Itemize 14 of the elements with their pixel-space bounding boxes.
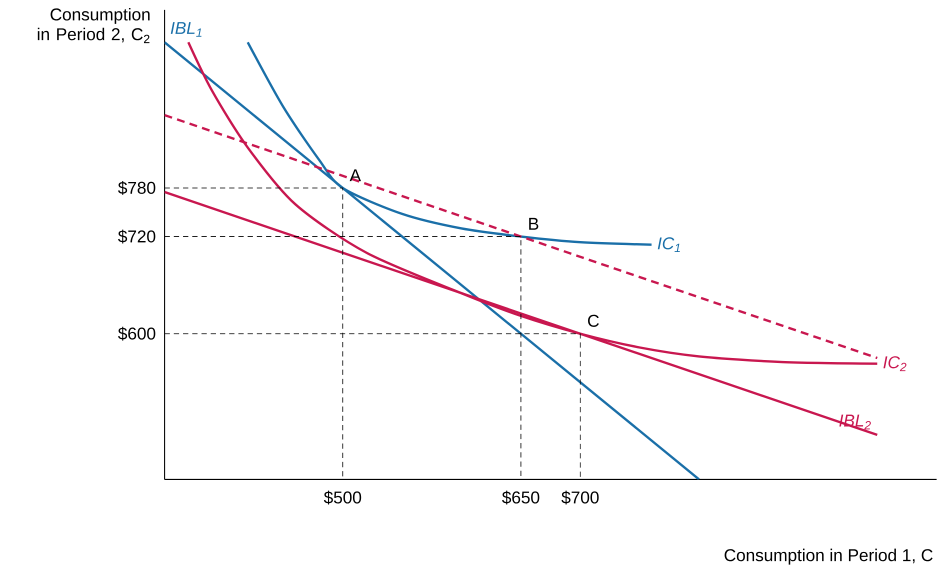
- y-tick-label: $720: [118, 229, 156, 244]
- x-tick-label: $650: [502, 490, 540, 504]
- annotation: C: [588, 314, 599, 327]
- annotation: B: [529, 218, 538, 230]
- series-label: IC$_{2}$: [883, 356, 906, 371]
- y-tick-label: $600: [118, 326, 156, 340]
- x-axis-title: Consumption in Period 1, C: [724, 548, 933, 564]
- x-tick-label: $700: [561, 490, 599, 504]
- x-tick-label: $500: [324, 490, 362, 504]
- series-label: IC$_{1}$: [658, 237, 680, 252]
- y-axis-title: Consumption in Period 2, C$_{2}$: [38, 8, 150, 43]
- y-tick-label: $780: [118, 180, 156, 195]
- annotation: A: [350, 169, 361, 181]
- series-label: IBL$_{1}$: [170, 22, 202, 37]
